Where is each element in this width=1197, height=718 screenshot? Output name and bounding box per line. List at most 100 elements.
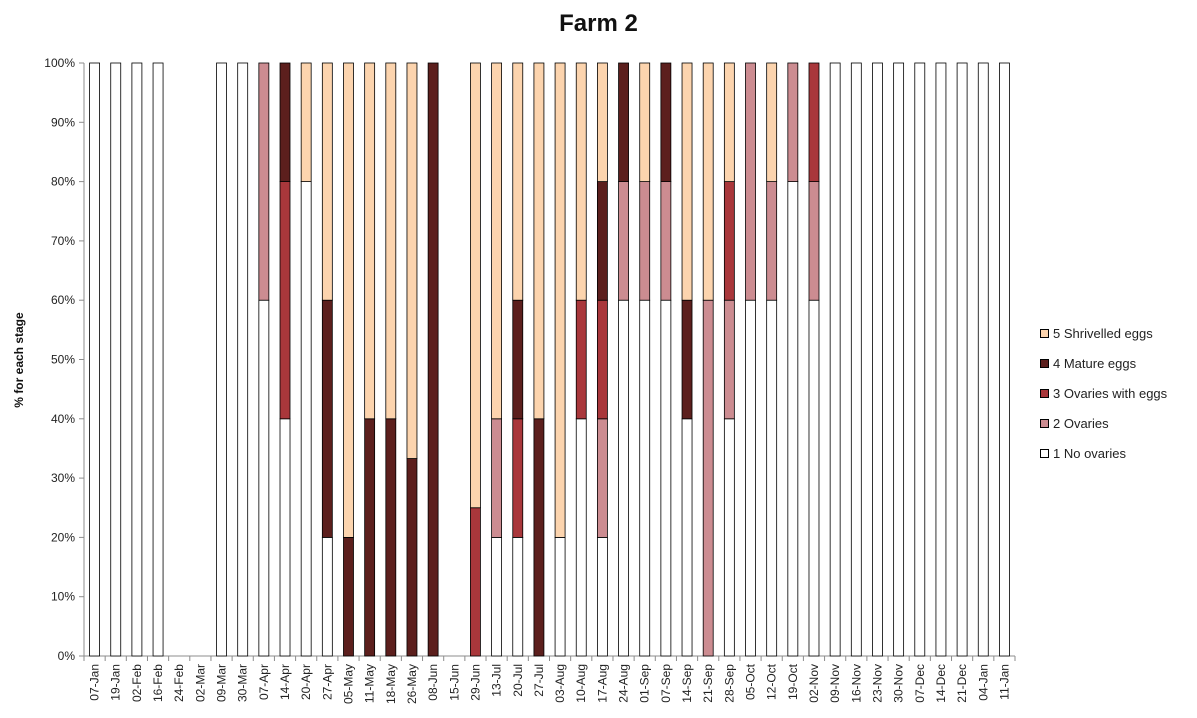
legend-label: 4 Mature eggs [1053,355,1137,371]
legend-label: 3 Ovaries with eggs [1053,385,1168,401]
bar-segment [470,62,481,509]
x-tick-label: 03-Aug [553,664,567,703]
legend-item: 2 Ovaries [1040,408,1167,438]
y-tick-label: 50% [51,353,75,367]
bar-segment [956,62,968,657]
bar-segment [491,537,503,657]
bar-segment [258,299,270,657]
bar-segment [723,62,735,182]
x-tick-label: 16-Nov [849,664,863,703]
legend-swatch [1040,448,1049,458]
bar-segment [575,62,587,301]
bar-segment [808,62,820,182]
bar-segment [364,62,376,420]
x-tick-label: 21-Sep [701,664,715,703]
bar-segment [702,62,714,301]
x-tick-label: 11-Jan [997,664,1011,700]
x-tick-label: 29-Jun [468,664,482,701]
bar-segment [385,62,397,420]
bar-segment [385,418,397,657]
legend-swatch [1040,358,1049,368]
bar-segment [745,62,756,301]
bar-segment [596,62,608,182]
x-tick-label: 14-Apr [278,664,292,700]
bar-segment [343,62,354,538]
bar-segment [660,181,672,301]
x-tick-label: 18-May [384,664,398,704]
legend-item: 3 Ovaries with eggs [1040,378,1167,408]
bar-segment [893,62,905,657]
bar-segment [977,62,989,657]
x-tick-label: 16-Feb [151,664,165,702]
bar-segment [406,458,418,657]
bar-segment [89,62,100,657]
bar-segment [512,418,524,538]
legend-item: 4 Mature eggs [1040,348,1167,378]
bar-segment [639,181,651,301]
bar-segment [300,181,312,657]
bar-segment [723,181,735,301]
bar-segment [279,62,291,182]
bar-segment [554,62,566,538]
bar-segment [470,507,481,657]
x-tick-label: 23-Nov [870,664,884,703]
x-tick-label: 30-Mar [236,664,250,702]
bar-segment [596,299,608,420]
bar-segment [766,299,778,657]
bar-segment [999,62,1010,657]
bar-segment [279,181,291,420]
bar-segment [808,299,820,657]
bar-segment [131,62,143,657]
bar-segment [596,181,608,301]
x-tick-label: 07-Sep [659,664,673,703]
bar-segment [660,299,672,657]
bar-segment [850,62,862,657]
x-tick-label: 30-Nov [892,664,906,703]
x-tick-label: 07-Jan [88,664,102,701]
bar-segment [681,299,693,420]
bar-segment [766,62,778,182]
x-tick-label: 13-Jul [490,664,504,697]
bar-segment [152,62,164,657]
bar-segment [512,62,524,301]
x-tick-label: 11-May [363,664,377,703]
bar-segment [258,62,270,301]
x-tick-label: 12-Oct [765,663,779,700]
bar-segment [723,299,735,420]
x-tick-label: 24-Aug [617,664,631,703]
bar-segment [935,62,947,657]
x-tick-label: 07-Dec [913,664,927,703]
y-tick-label: 70% [51,234,75,248]
x-tick-label: 02-Mar [193,664,207,702]
x-tick-label: 26-May [405,664,419,704]
legend-label: 5 Shrivelled eggs [1053,325,1153,341]
bar-segment [766,181,778,301]
x-tick-label: 19-Jan [109,664,123,701]
bar-segment [300,62,312,182]
y-tick-label: 20% [51,530,75,544]
legend: 5 Shrivelled eggs 4 Mature eggs 3 Ovarie… [1040,318,1167,468]
y-tick-label: 80% [51,175,75,189]
legend-swatch [1040,388,1049,398]
x-tick-label: 05-May [341,664,355,704]
bar-segment [575,418,587,657]
bar-segment [660,62,672,182]
legend-label: 1 No ovaries [1053,445,1126,461]
x-tick-label: 01-Sep [638,664,652,703]
x-tick-label: 20-Jul [511,664,525,697]
bar-segment [512,299,524,420]
x-tick-label: 27-Jul [532,664,546,697]
y-tick-label: 0% [58,649,76,663]
bar-segment [872,62,883,657]
y-tick-label: 40% [51,412,75,426]
x-tick-label: 09-Nov [828,664,842,703]
bar-segment [681,62,693,301]
bar-segment [745,299,756,657]
bar-segment [681,418,693,657]
bar-segment [787,62,799,182]
x-tick-label: 04-Jan [976,664,990,701]
x-tick-label: 15-Jun [447,664,461,701]
bar-segment [237,62,249,657]
bar-segment [829,62,841,657]
bar-segment [364,418,376,657]
